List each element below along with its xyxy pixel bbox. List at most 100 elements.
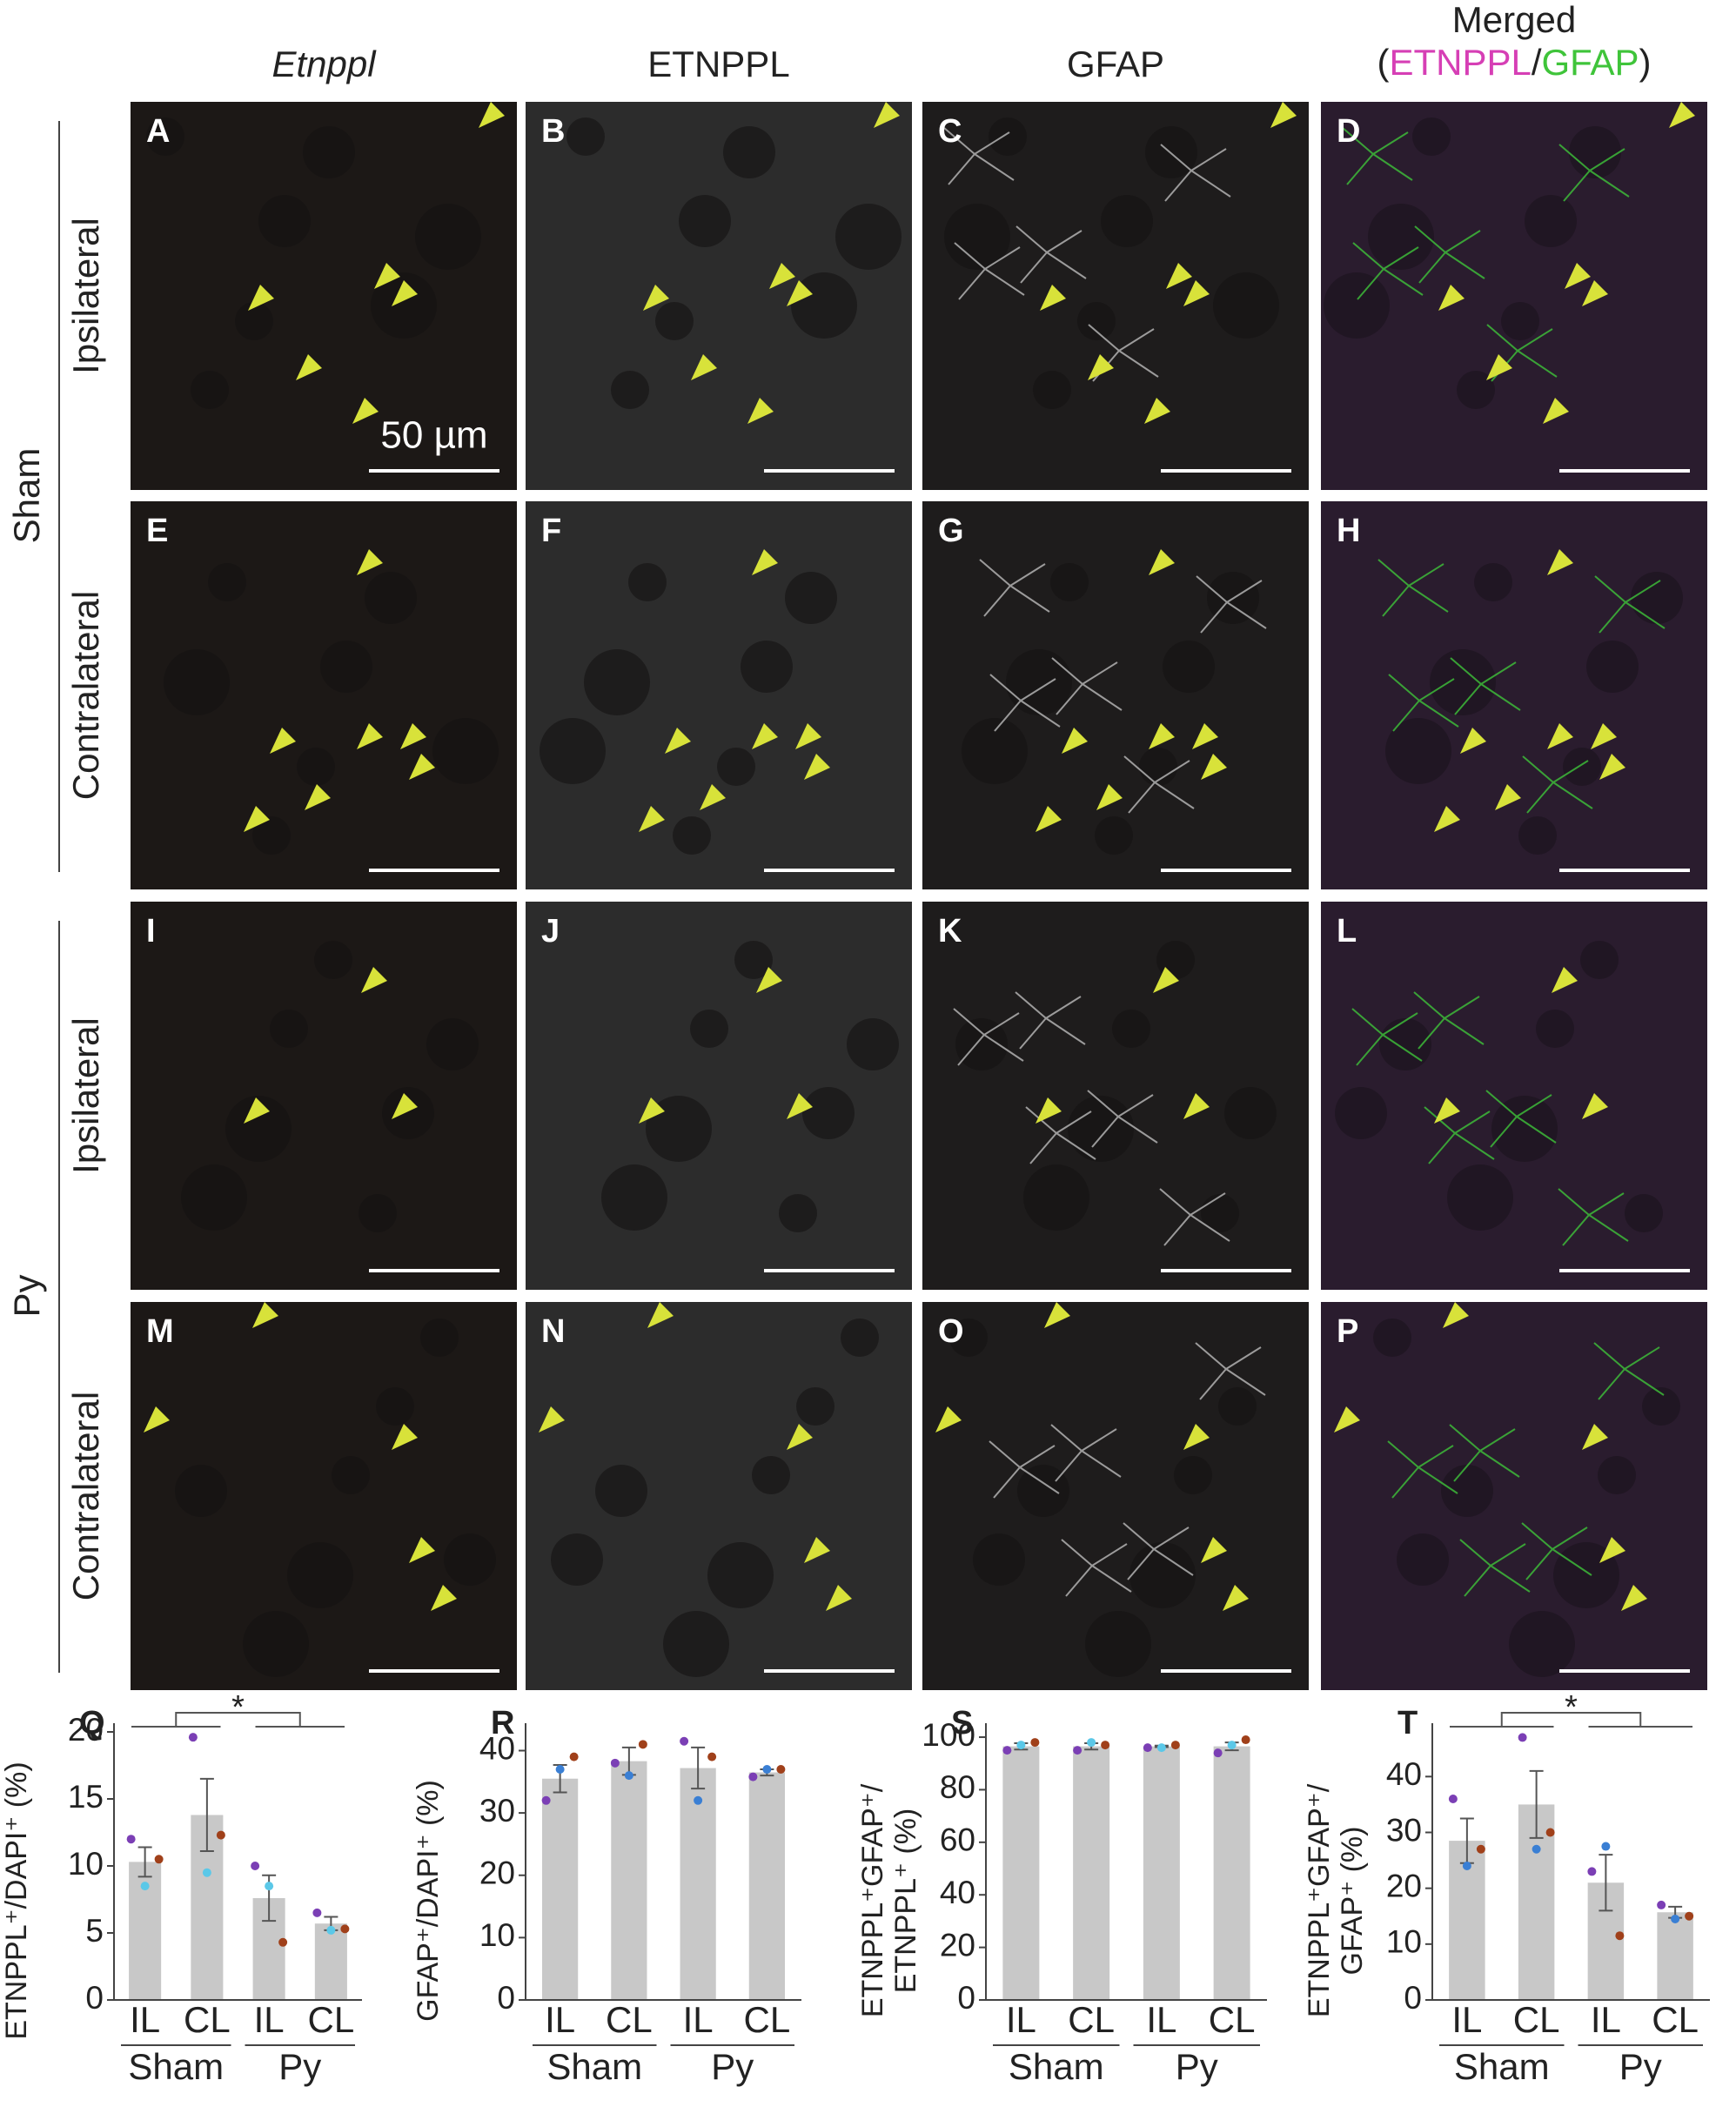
panel-letter: S (951, 1705, 973, 1741)
significance-bracket (1450, 1712, 1692, 1728)
arrowhead (392, 1424, 418, 1450)
x-tick-label: IL (1591, 1999, 1621, 2040)
animal-point (1601, 1842, 1611, 1851)
arrowhead (1486, 354, 1512, 380)
x-tick-label: IL (254, 1999, 285, 2040)
texture (1586, 641, 1639, 693)
y-tick-label: 20 (68, 1712, 104, 1748)
arrowhead (826, 1585, 852, 1611)
texture (690, 1010, 728, 1048)
texture (1625, 1194, 1663, 1232)
texture (584, 649, 650, 715)
texture (420, 1319, 459, 1357)
astrocyte-process (1388, 674, 1459, 732)
animal-point (555, 1764, 565, 1774)
arrowhead (270, 728, 296, 754)
astrocyte-process (1486, 324, 1558, 382)
animal-point (1030, 1738, 1040, 1748)
texture (371, 272, 437, 339)
arrowhead (1443, 1302, 1469, 1328)
bar (1073, 1746, 1110, 2000)
animal-point (1213, 1748, 1223, 1758)
arrowhead (1062, 728, 1088, 754)
texture (1457, 371, 1495, 409)
y-axis-label: ETNPPL⁺/DAPI⁺ (%) (0, 1761, 33, 2039)
x-tick-label: CL (1068, 1999, 1115, 2040)
arrowhead (647, 1302, 674, 1328)
texture (303, 126, 355, 178)
arrowhead (1183, 1424, 1210, 1450)
animal-point (1073, 1746, 1082, 1755)
texture (1518, 816, 1557, 855)
astrocyte-process (989, 1440, 1060, 1499)
animal-point (1518, 1733, 1527, 1742)
texture (1536, 1010, 1574, 1048)
texture (1101, 195, 1153, 247)
astrocyte-process (1015, 991, 1086, 1050)
animal-point (1448, 1795, 1458, 1803)
astrocyte-process (1015, 225, 1087, 284)
y-tick-label: 40 (940, 1875, 975, 1910)
animal-point (1227, 1741, 1237, 1750)
arrowhead (1088, 354, 1114, 380)
animal-point (278, 1937, 288, 1947)
animal-point (624, 1771, 633, 1781)
texture (752, 1456, 790, 1494)
texture (734, 941, 773, 979)
texture (1474, 563, 1512, 601)
animal-point (140, 1882, 150, 1891)
animal-point (1087, 1738, 1096, 1748)
animal-point (188, 1733, 198, 1742)
texture (835, 204, 902, 270)
astrocyte-process (1352, 242, 1424, 300)
arrowhead (1438, 285, 1465, 311)
astrocyte-process (1558, 1188, 1629, 1246)
merged-legend-part: ) (1639, 42, 1652, 83)
panel-letter: G (938, 513, 964, 549)
texture (1430, 649, 1496, 715)
arrowhead (305, 784, 331, 810)
texture (611, 371, 649, 409)
arrowhead (539, 1406, 565, 1433)
animal-point (1170, 1741, 1180, 1750)
bar (542, 1778, 579, 2000)
arrowhead (392, 280, 418, 306)
arrowhead (352, 398, 379, 424)
texture (1095, 816, 1133, 855)
arrowhead (357, 549, 383, 575)
group-label: Py (6, 1274, 47, 1317)
panel-letter: Q (79, 1705, 105, 1741)
arrowhead (1183, 280, 1210, 306)
x-tick-label: IL (545, 1999, 575, 2040)
texture (566, 117, 605, 156)
texture (1017, 1465, 1069, 1517)
texture (1501, 302, 1539, 340)
animal-point (680, 1736, 689, 1746)
panel-letter: P (1337, 1313, 1358, 1350)
texture (252, 816, 291, 855)
texture (973, 1533, 1025, 1586)
y-axis-label: GFAP⁺/DAPI⁺ (%) (412, 1780, 445, 2022)
texture (1033, 371, 1071, 409)
error-bar (137, 1846, 152, 1878)
texture (1642, 1387, 1680, 1426)
animal-point (340, 1924, 350, 1934)
astrocyte-process (1450, 657, 1521, 715)
texture (628, 563, 667, 601)
texture (426, 1018, 479, 1070)
astrocyte-process (1414, 225, 1485, 284)
texture (1385, 718, 1451, 784)
panel-letter: B (541, 113, 565, 150)
astrocyte-process (1522, 755, 1593, 814)
animal-point (1532, 1844, 1541, 1854)
y-tick-label: 20 (940, 1927, 975, 1963)
arrowhead (804, 1537, 830, 1563)
micrograph (526, 902, 912, 1290)
texture (962, 718, 1028, 784)
arrowhead (1591, 723, 1617, 749)
texture (1174, 1456, 1212, 1494)
panel-letter: M (146, 1313, 174, 1350)
arrowhead (643, 285, 669, 311)
merged-legend-part: GFAP (1542, 42, 1639, 83)
arrowhead (804, 754, 830, 780)
